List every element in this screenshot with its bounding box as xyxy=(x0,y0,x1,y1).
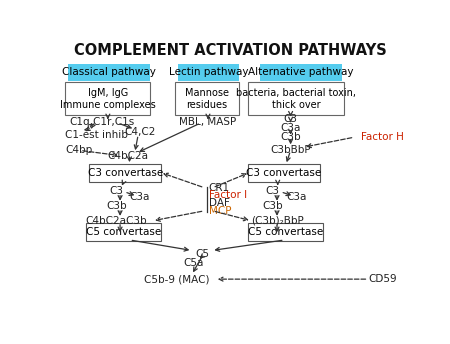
FancyBboxPatch shape xyxy=(68,64,150,81)
Text: C5 convertase: C5 convertase xyxy=(86,227,161,237)
Text: C1-est inhib: C1-est inhib xyxy=(65,130,128,140)
Text: Factor I: Factor I xyxy=(209,191,247,201)
Text: C3: C3 xyxy=(284,114,297,123)
Text: C3a: C3a xyxy=(287,192,307,202)
FancyBboxPatch shape xyxy=(175,82,239,116)
Text: MBL, MASP: MBL, MASP xyxy=(180,117,237,127)
Text: C3b: C3b xyxy=(106,201,126,211)
Text: Mannose
residues: Mannose residues xyxy=(185,88,229,110)
Text: COMPLEMENT ACTIVATION PATHWAYS: COMPLEMENT ACTIVATION PATHWAYS xyxy=(74,43,387,58)
Text: C3b: C3b xyxy=(262,201,283,211)
Text: C3 convertase: C3 convertase xyxy=(87,168,163,178)
Text: CR1: CR1 xyxy=(209,183,230,193)
Text: Lectin pathway: Lectin pathway xyxy=(169,67,248,77)
Text: C4bC2a: C4bC2a xyxy=(107,151,148,161)
Text: Factor H: Factor H xyxy=(361,132,404,142)
Text: C5a: C5a xyxy=(184,258,204,268)
FancyBboxPatch shape xyxy=(178,64,239,81)
Text: IgM, IgG
Immune complexes: IgM, IgG Immune complexes xyxy=(60,88,156,110)
Text: C5: C5 xyxy=(196,249,210,259)
FancyBboxPatch shape xyxy=(248,82,344,116)
Text: C4,C2: C4,C2 xyxy=(124,127,156,137)
Text: MCP: MCP xyxy=(209,206,231,216)
Text: C5 convertase: C5 convertase xyxy=(248,227,323,237)
Text: CD59: CD59 xyxy=(369,274,397,284)
FancyBboxPatch shape xyxy=(248,164,320,182)
Text: DAF: DAF xyxy=(209,198,230,208)
Text: C3: C3 xyxy=(109,186,123,196)
FancyBboxPatch shape xyxy=(86,223,161,241)
Text: Classical pathway: Classical pathway xyxy=(63,67,156,77)
Text: C3a: C3a xyxy=(280,123,301,133)
FancyBboxPatch shape xyxy=(260,64,342,81)
Text: C5b-9 (MAC): C5b-9 (MAC) xyxy=(144,274,209,284)
Text: C3bBbP: C3bBbP xyxy=(270,146,311,155)
FancyBboxPatch shape xyxy=(90,164,161,182)
Text: C3b: C3b xyxy=(280,132,301,142)
Text: C4bp: C4bp xyxy=(65,146,92,155)
Text: Alternative pathway: Alternative pathway xyxy=(248,67,354,77)
Text: C3a: C3a xyxy=(130,192,150,202)
Text: bacteria, bacterial toxin,
thick over: bacteria, bacterial toxin, thick over xyxy=(236,88,356,110)
Text: C3 convertase: C3 convertase xyxy=(246,168,321,178)
FancyBboxPatch shape xyxy=(65,82,150,116)
Text: C1q,C1r,C1s: C1q,C1r,C1s xyxy=(69,117,134,127)
Text: C3: C3 xyxy=(266,186,279,196)
Text: C4bC2aC3b: C4bC2aC3b xyxy=(86,216,147,226)
Text: (C3b)₂BbP: (C3b)₂BbP xyxy=(252,216,304,226)
FancyBboxPatch shape xyxy=(248,223,323,241)
